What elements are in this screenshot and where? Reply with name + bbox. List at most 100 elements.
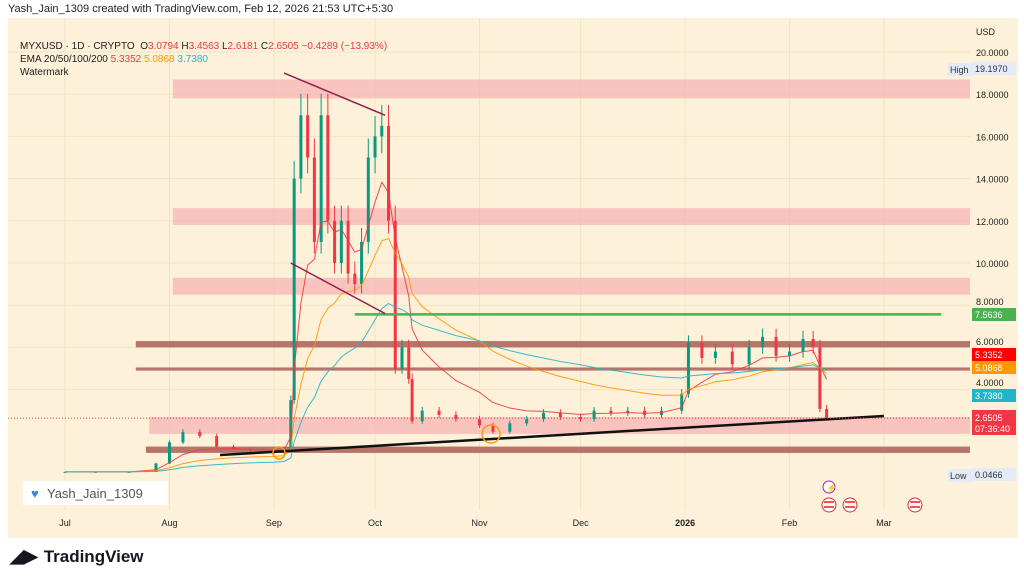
high-label: High bbox=[950, 65, 969, 75]
ema-label[interactable]: EMA 20/50/100/200 bbox=[20, 54, 108, 65]
zone-pink bbox=[149, 417, 970, 434]
watermark-box: ♥ Yash_Jain_1309 bbox=[23, 481, 168, 505]
candle bbox=[420, 410, 424, 422]
ema100-tag: 3.7380 bbox=[975, 391, 1003, 401]
y-tick-label: 6.0000 bbox=[976, 337, 1004, 347]
candle bbox=[366, 157, 370, 242]
candle bbox=[181, 431, 185, 443]
watermark-label[interactable]: Watermark bbox=[20, 67, 69, 78]
x-tick-label: 2026 bbox=[675, 518, 695, 528]
ema50-line bbox=[65, 237, 827, 473]
candle bbox=[380, 125, 384, 137]
zone-brown bbox=[135, 367, 970, 371]
x-tick-label: Oct bbox=[368, 518, 383, 528]
x-tick-label: Sep bbox=[266, 518, 282, 528]
x-tick-label: Nov bbox=[472, 518, 489, 528]
x-tick-label: Jul bbox=[59, 518, 71, 528]
ema100-tag-bg bbox=[972, 389, 1016, 402]
l-label: L bbox=[221, 41, 228, 52]
green-line-tag-bg bbox=[972, 308, 1016, 321]
candle bbox=[299, 115, 303, 179]
candle bbox=[525, 419, 529, 424]
green-line-tag: 7.5636 bbox=[975, 310, 1003, 320]
ema20-value: 5.3352 bbox=[110, 54, 142, 65]
chart-svg: 20.0000 18.0000 16.0000 14.0000 12.0000 10.00… bbox=[8, 18, 1016, 528]
candle bbox=[747, 347, 751, 365]
us-flag-icon bbox=[842, 497, 858, 513]
candle bbox=[292, 178, 296, 401]
candle bbox=[713, 351, 717, 358]
candle bbox=[478, 419, 482, 426]
ema20-line bbox=[65, 181, 828, 473]
candle bbox=[680, 393, 684, 411]
candle bbox=[373, 136, 377, 158]
zone-pink bbox=[172, 277, 971, 295]
low-label: Low bbox=[950, 471, 967, 481]
candle bbox=[579, 417, 583, 420]
zone-brown bbox=[145, 446, 970, 453]
trend-line bbox=[219, 414, 884, 457]
low-value: 2.6181 bbox=[227, 41, 259, 52]
x-tick-label: Feb bbox=[782, 518, 798, 528]
candle bbox=[558, 412, 562, 418]
candle bbox=[198, 431, 202, 437]
low-label-bg bbox=[948, 469, 972, 482]
candle bbox=[326, 115, 330, 221]
candle bbox=[700, 343, 704, 358]
candle bbox=[491, 425, 495, 432]
candle bbox=[626, 410, 630, 413]
candle bbox=[215, 436, 219, 447]
ema100-line bbox=[65, 302, 827, 473]
candle bbox=[508, 423, 512, 432]
candle bbox=[346, 220, 350, 274]
us-flag-icon bbox=[821, 497, 837, 513]
channel-line bbox=[283, 72, 386, 116]
flag-stripe bbox=[845, 501, 855, 503]
brand-text: TradingView bbox=[43, 546, 144, 566]
symbol[interactable]: MYXUSD · 1D · CRYPTO bbox=[20, 41, 135, 52]
candle bbox=[353, 273, 357, 285]
candle bbox=[312, 157, 316, 242]
zone-pink bbox=[172, 79, 971, 99]
chart-area[interactable]: MYXUSD · 1D · CRYPTO O3.0794 H3.4563 L2.… bbox=[8, 18, 1018, 538]
change-value: −0.4289 (−13.93%) bbox=[301, 41, 388, 52]
candle bbox=[319, 115, 323, 242]
close-value: 2.6505 bbox=[268, 41, 299, 52]
channel-line bbox=[290, 262, 386, 315]
tradingview-logo[interactable]: ◢▶ TradingView bbox=[10, 546, 144, 567]
candle bbox=[818, 347, 822, 410]
currency-label: USD bbox=[976, 27, 996, 37]
candle bbox=[437, 410, 441, 415]
candle bbox=[730, 351, 734, 365]
candle bbox=[167, 442, 171, 464]
countdown: 07:36:40 bbox=[975, 424, 1010, 434]
y-tick-label: 4.0000 bbox=[976, 378, 1004, 388]
y-tick-label: 8.0000 bbox=[976, 297, 1004, 307]
low-tag: 0.0466 bbox=[975, 470, 1003, 480]
ema50-tag-bg bbox=[972, 361, 1016, 374]
candle bbox=[232, 446, 235, 449]
candle bbox=[801, 338, 805, 352]
y-tick-label: 10.0000 bbox=[976, 259, 1009, 269]
candle bbox=[454, 414, 458, 420]
y-tick-label: 14.0000 bbox=[976, 175, 1009, 185]
ema20-tag-bg bbox=[972, 348, 1016, 361]
y-tick-label: 12.0000 bbox=[976, 217, 1009, 227]
zone-brown bbox=[135, 341, 970, 348]
candle bbox=[609, 410, 613, 413]
last-price-bg bbox=[972, 410, 1016, 435]
last-price: 2.6505 bbox=[975, 413, 1003, 423]
candle bbox=[306, 115, 310, 158]
c-label: C bbox=[260, 41, 269, 52]
high-value: 3.4563 bbox=[188, 41, 220, 52]
ema50-tag: 5.0868 bbox=[975, 363, 1003, 373]
candle bbox=[592, 410, 596, 420]
x-tick-label: Dec bbox=[573, 518, 590, 528]
candle bbox=[774, 336, 778, 356]
y-tick-label: 18.0000 bbox=[976, 90, 1009, 100]
zone-pink bbox=[172, 208, 971, 226]
low-tag-bg bbox=[972, 468, 1016, 481]
open-value: 3.0794 bbox=[148, 41, 179, 52]
high-label-bg bbox=[948, 63, 972, 76]
ema50-value: 5.0868 bbox=[144, 54, 175, 65]
